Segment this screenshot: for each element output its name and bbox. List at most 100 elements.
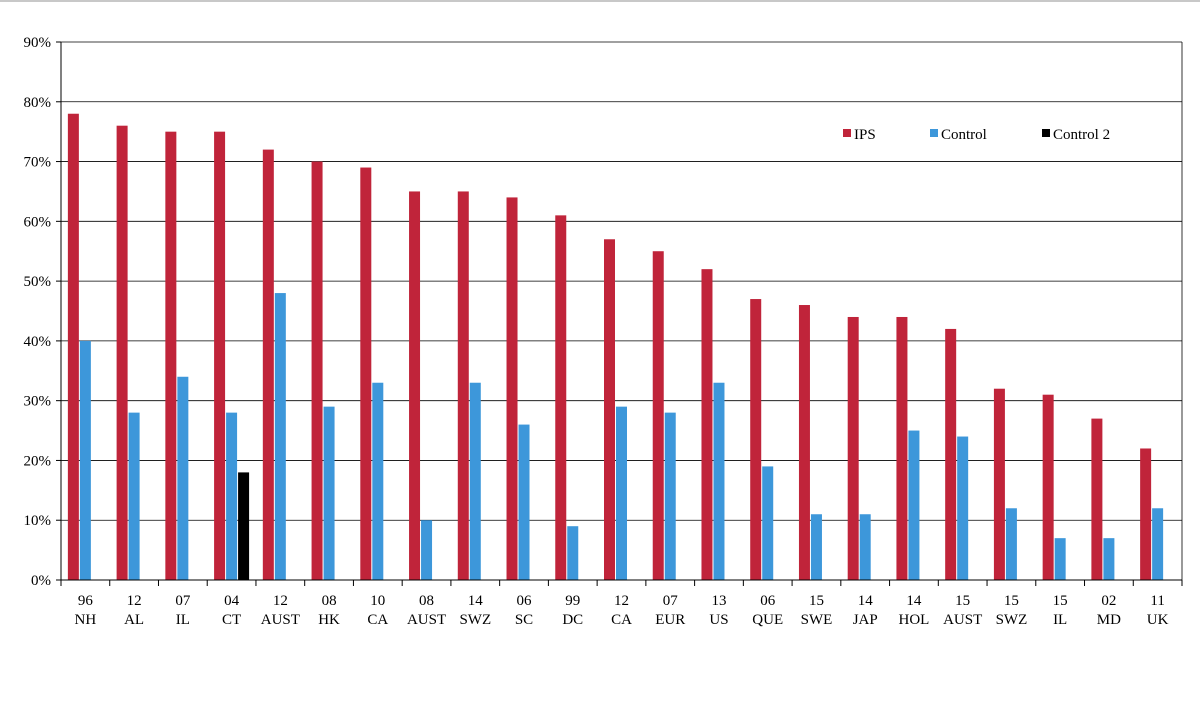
x-category-label: CA (611, 612, 632, 628)
x-category-label: 12 (614, 593, 629, 609)
y-tick-label: 90% (24, 35, 52, 51)
bar-control (1152, 508, 1164, 580)
bar-control (762, 466, 774, 580)
bar-control (177, 376, 189, 580)
x-category-label: 11 (1150, 593, 1164, 609)
y-axis-ticks: 0% 10% 20% 30% 40% 50% 60% 70% 80% 90% (24, 35, 61, 589)
x-category-label: CT (222, 612, 241, 628)
bar-control (128, 412, 140, 580)
bar-ips (555, 215, 567, 580)
x-category-label: SWZ (996, 612, 1028, 628)
legend: IPS Control Control 2 (843, 127, 1110, 143)
bar-control (372, 382, 384, 580)
x-category-label: QUE (752, 612, 783, 628)
x-category-label: JAP (853, 612, 878, 628)
x-category-label: EUR (655, 612, 685, 628)
bar-control (1103, 538, 1115, 580)
legend-label: Control 2 (1053, 127, 1110, 143)
x-category-label: SC (515, 612, 533, 628)
x-category-label: 15 (809, 593, 824, 609)
x-category-label: HOL (899, 612, 930, 628)
bar-control (1054, 538, 1066, 580)
bar-control (421, 520, 433, 580)
y-tick-label: 0% (31, 573, 51, 589)
bar-ips (847, 316, 859, 580)
x-category-label: HK (318, 612, 340, 628)
bar-control (469, 382, 481, 580)
x-category-label: 07 (175, 593, 191, 609)
axes (60, 42, 1183, 586)
x-category-label: 08 (322, 593, 337, 609)
bar-ips (311, 161, 323, 581)
x-category-label: SWZ (459, 612, 491, 628)
x-category-label: AUST (943, 612, 982, 628)
x-category-label: AUST (407, 612, 446, 628)
x-category-label: NH (75, 612, 97, 628)
bar-control (957, 436, 969, 580)
x-category-label: 14 (858, 593, 874, 609)
bar-ips (360, 167, 372, 581)
x-category-label: 12 (273, 593, 288, 609)
x-category-label: 04 (224, 593, 240, 609)
legend-label: Control (941, 127, 987, 143)
x-axis-labels: 96 NH 12 AL 07 IL 04 CT 12 AUST 08 HK 10 CA 08 AUST 14 SW… (75, 593, 1169, 628)
x-category-label: 06 (517, 593, 533, 609)
x-category-label: 15 (1004, 593, 1019, 609)
x-category-label: 15 (1053, 593, 1068, 609)
x-category-label: IL (176, 612, 190, 628)
bar-ips (604, 239, 615, 580)
legend-label: IPS (854, 127, 876, 143)
x-category-label: 07 (663, 593, 679, 609)
x-category-label: 14 (468, 593, 484, 609)
x-category-label: 96 (78, 593, 94, 609)
bar-ips (750, 299, 762, 580)
bar-control (616, 406, 627, 580)
bar-control (1005, 508, 1017, 580)
x-category-label: 02 (1101, 593, 1116, 609)
bar-control (908, 430, 920, 580)
bar-ips (798, 305, 810, 580)
legend-swatch (1042, 129, 1050, 137)
top-border (0, 0, 1200, 2)
x-category-label: MD (1097, 612, 1121, 628)
bar-ips (457, 191, 469, 580)
x-category-label: 10 (370, 593, 385, 609)
y-tick-label: 50% (24, 274, 52, 290)
x-category-label: 08 (419, 593, 434, 609)
bar-control (664, 412, 676, 580)
bar-ips (262, 149, 274, 580)
x-category-label: SWE (801, 612, 833, 628)
x-category-label: 12 (127, 593, 142, 609)
y-tick-label: 80% (24, 95, 52, 111)
bar-ips (116, 125, 128, 580)
y-tick-label: 20% (24, 453, 52, 469)
bar-control (567, 526, 579, 580)
bars (67, 113, 1164, 581)
x-category-label: 14 (906, 593, 922, 609)
bar-ips (165, 131, 177, 580)
bar-ips (67, 113, 79, 580)
bar-control (810, 514, 822, 580)
legend-swatch (930, 129, 938, 137)
bar-control (274, 293, 286, 580)
bar-ips (409, 191, 421, 580)
y-tick-label: 60% (24, 214, 52, 230)
bar-control (323, 406, 335, 580)
bar-ips (1042, 394, 1054, 580)
bar-ips (1091, 418, 1103, 580)
bar-control (859, 514, 871, 580)
y-tick-label: 10% (24, 513, 52, 529)
bar-control (518, 424, 530, 580)
bar-ips (652, 251, 664, 580)
bar-ips (506, 197, 518, 580)
x-category-label: 99 (565, 593, 580, 609)
x-category-label: AL (124, 612, 144, 628)
y-tick-label: 70% (24, 155, 52, 171)
x-category-label: 06 (760, 593, 776, 609)
y-tick-label: 40% (24, 334, 52, 350)
x-category-label: 15 (955, 593, 970, 609)
bar-control (226, 412, 238, 580)
bar-control (79, 340, 91, 580)
bar-control (713, 382, 725, 580)
